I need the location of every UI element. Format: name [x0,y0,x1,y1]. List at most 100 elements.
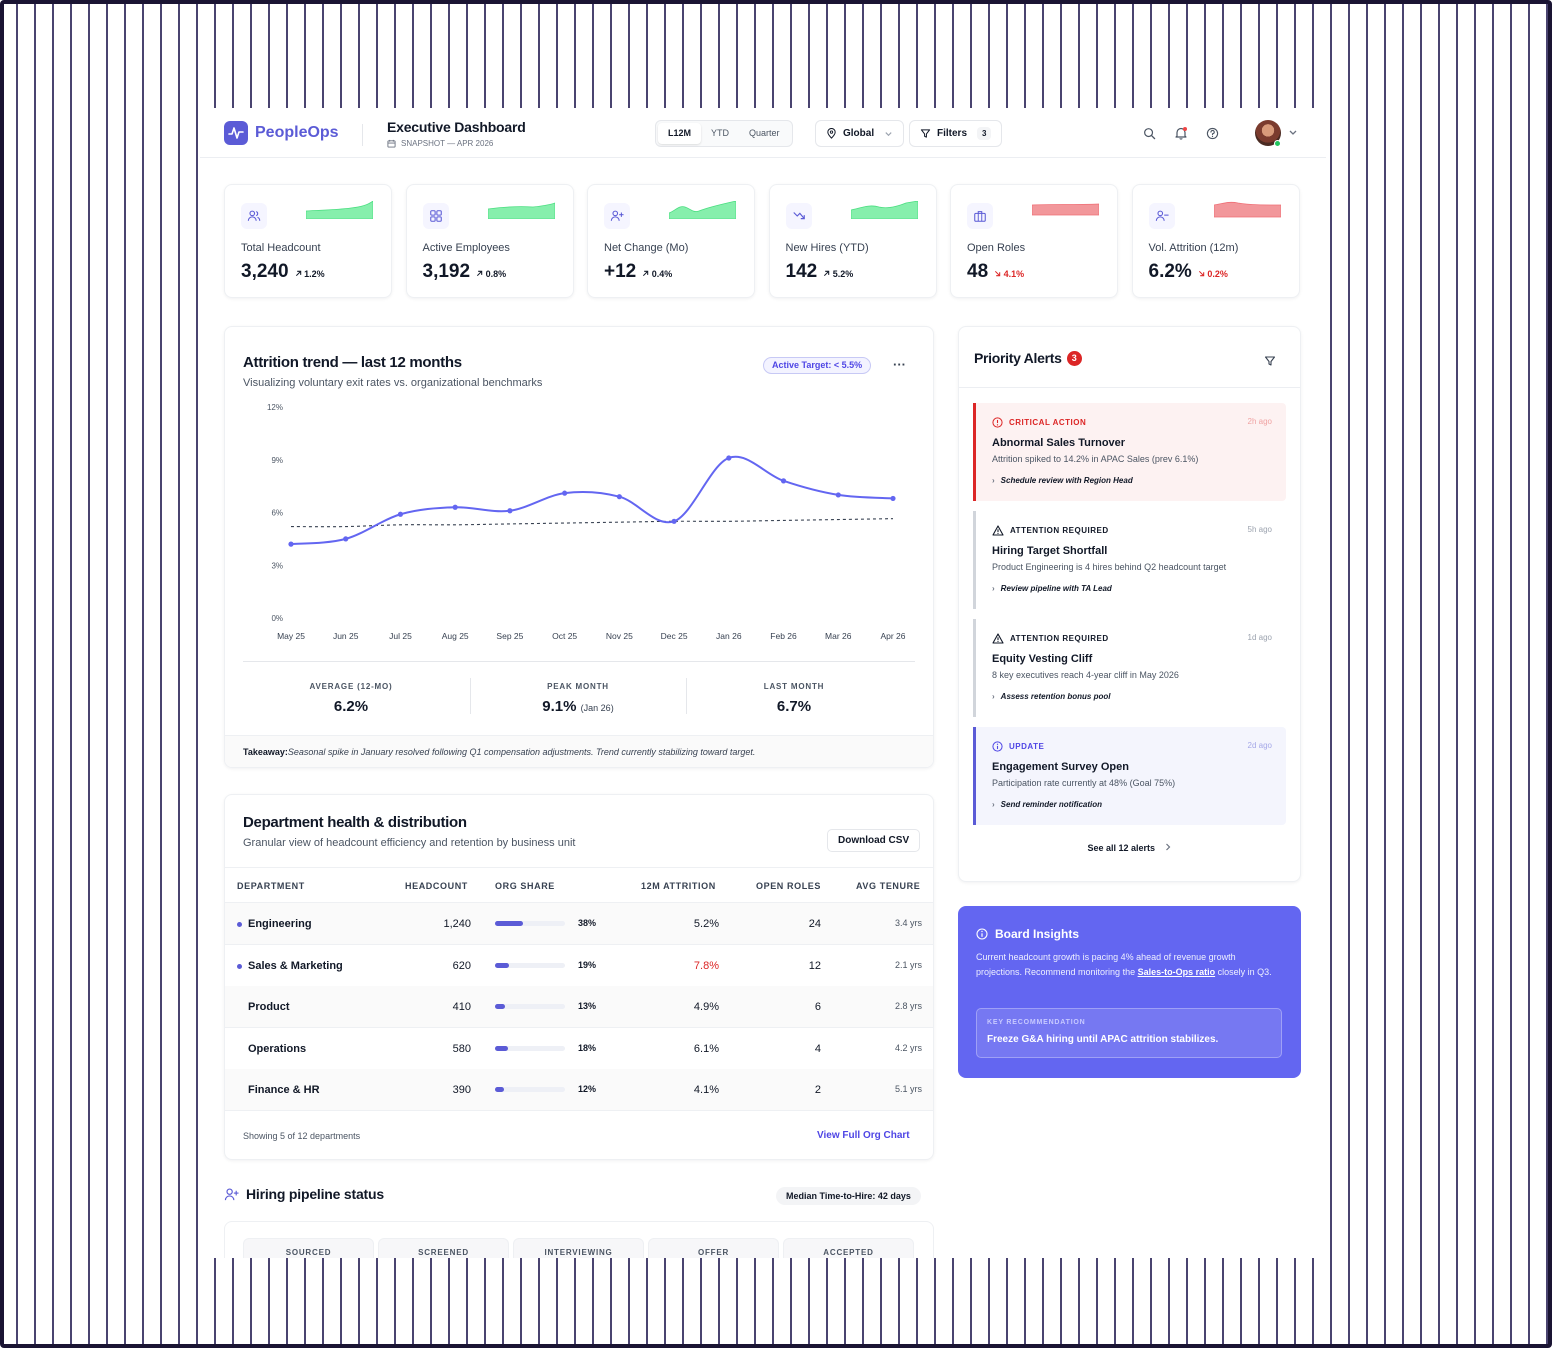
org-share-fill [495,1087,504,1092]
open-roles-value: 2 [814,1084,821,1096]
stat-average: AVERAGE (12-MO) 6.2% [243,662,459,722]
stage-accepted[interactable]: ACCEPTED [783,1238,914,1258]
x-tick-label: Jan 26 [716,631,742,641]
period-quarter[interactable]: Quarter [749,128,780,138]
brand-logo[interactable]: PeopleOps [224,121,339,145]
stage-screened[interactable]: SCREENED [378,1238,509,1258]
location-pin-icon [827,128,836,139]
alert-action-link[interactable]: › Review pipeline with TA Lead [992,584,1112,593]
attrition-line-chart: 0% 3% 6% 9% 12% May 25 Jun 25 Jul 25 Aug 25 Sep 2… [267,403,906,641]
attrition-value: 4.1% [693,1084,719,1096]
department-name: Product [248,1001,290,1013]
alert-item[interactable]: ATTENTION REQUIRED 1d ago Equity Vesting C… [973,619,1286,717]
more-options-icon[interactable]: ··· [893,357,906,372]
alert-action-link[interactable]: › Schedule review with Region Head [992,476,1133,485]
help-icon[interactable] [1203,124,1221,142]
region-dropdown[interactable]: Global [815,120,905,147]
chevron-down-icon[interactable] [1288,127,1298,137]
table-row[interactable]: Product 410 13% 4.9% 6 2.8 yrs [225,986,933,1028]
x-tick-label: Jul 25 [389,631,412,641]
filter-icon[interactable] [1264,355,1276,367]
kpi-card[interactable]: Total Headcount 3,240 1.2% [224,184,392,298]
alert-item[interactable]: UPDATE 2d ago Engagement Survey Open Partic… [973,727,1286,825]
col-attrition[interactable]: 12M ATTRITION [641,881,716,891]
alert-action-link[interactable]: › Assess retention bonus pool [992,692,1111,701]
org-share-bar [495,1087,565,1092]
view-org-chart-link[interactable]: View Full Org Chart [817,1130,910,1141]
pipeline-title: Hiring pipeline status [246,1186,384,1202]
see-all-alerts-link[interactable]: See all 12 alerts [959,843,1300,853]
arrow-up-right-icon [295,270,301,277]
kpi-value-row: 142 5.2% [786,261,854,283]
kpi-label: New Hires (YTD) [785,242,869,254]
department-name: Engineering [248,918,312,930]
open-roles-value: 12 [808,959,821,972]
see-all-label: See all 12 alerts [1087,843,1156,853]
filters-button[interactable]: Filters 3 [909,120,1003,147]
arrow-up-right-icon [476,270,483,277]
download-csv-button[interactable]: Download CSV [827,829,921,852]
sparkline [1213,201,1281,218]
stat-divider [686,678,687,714]
board-insights-card: Board Insights Current headcount growth … [958,906,1301,1078]
snapshot-label: SNAPSHOT — APR 2026 [387,139,493,148]
insights-body: Current headcount growth is pacing 4% ah… [976,952,1272,977]
benchmark-line [290,518,894,528]
data-point [288,541,294,547]
attrition-value: 6.1% [693,1042,719,1055]
data-point [890,495,896,502]
col-org-share[interactable]: ORG SHARE [495,881,555,891]
data-point [835,492,841,498]
kpi-card[interactable]: Vol. Attrition (12m) 6.2% 0.2% [1131,184,1300,298]
chevron-right-icon [1165,843,1170,851]
table-row[interactable]: Operations 580 18% 6.1% 4 4.2 yrs [225,1028,933,1070]
table-row[interactable]: Finance & HR 390 12% 4.1% 2 5.1 yrs [225,1069,933,1111]
col-department[interactable]: DEPARTMENT [237,881,305,891]
data-point [562,490,568,496]
kpi-card[interactable]: Active Employees 3,192 0.8% [405,184,574,298]
alert-type: ATTENTION REQUIRED [992,525,1109,536]
kpi-value: +12 [604,261,637,282]
alert-circle-icon [992,417,1003,428]
headcount-value: 390 [452,1084,471,1096]
warning-triangle-icon [992,525,1004,536]
stage-interviewing[interactable]: INTERVIEWING [513,1238,644,1258]
alert-timestamp: 1d ago [1247,633,1272,642]
alert-item[interactable]: CRITICAL ACTION 2h ago Abnormal Sales Turn… [973,403,1286,501]
arrow-down-right-icon [995,270,1001,277]
sales-to-ops-link[interactable]: Sales-to-Ops ratio [1137,967,1216,977]
kpi-label: Net Change (Mo) [604,242,689,254]
search-icon[interactable] [1140,124,1158,142]
kpi-card[interactable]: Open Roles 48 4.1% [950,184,1118,298]
period-l12m[interactable]: L12M [658,123,702,144]
recommendation-text: Freeze G&A hiring until APAC attrition s… [987,1034,1219,1045]
kpi-label: Total Headcount [241,242,321,254]
table-row[interactable]: Sales & Marketing 620 19% 7.8% 12 2.1 yrs [225,945,933,987]
bell-icon[interactable] [1172,124,1190,142]
alert-item[interactable]: ATTENTION REQUIRED 5h ago Hiring Target Sh… [973,511,1286,609]
period-ytd[interactable]: YTD [711,128,730,138]
kpi-card[interactable]: New Hires (YTD) 142 5.2% [768,184,937,298]
headcount-value: 410 [452,1001,471,1013]
alert-type: ATTENTION REQUIRED [992,633,1109,644]
y-tick-label: 12% [267,403,283,412]
table-row[interactable]: Engineering 1,240 38% 5.2% 24 3.4 yrs [225,903,933,945]
stage-offer[interactable]: OFFER [648,1238,779,1258]
kpi-card[interactable]: Net Change (Mo) +12 0.4% [587,184,755,298]
stage-sourced[interactable]: SOURCED [243,1238,374,1258]
col-headcount[interactable]: HEADCOUNT [405,881,468,891]
open-roles-value: 4 [814,1042,821,1055]
pipeline-card: SOURCED SCREENED INTERVIEWING OFFER ACCE… [224,1221,934,1258]
y-tick-label: 9% [271,456,283,465]
kpi-value: 3,240 [241,261,289,282]
alert-action-link[interactable]: › Send reminder notification [992,800,1103,809]
col-avg-tenure[interactable]: AVG TENURE [856,881,921,891]
table-footer-count: Showing 5 of 12 departments [243,1131,361,1141]
user-plus-icon [604,203,630,229]
briefcase-icon [967,203,993,229]
col-open-roles[interactable]: OPEN ROLES [756,881,822,891]
kpi-delta: 0.2% [1198,269,1228,279]
takeaway-label: Takeaway: [243,747,288,757]
chevron-right-icon: › [992,584,995,593]
sparkline [306,201,373,219]
